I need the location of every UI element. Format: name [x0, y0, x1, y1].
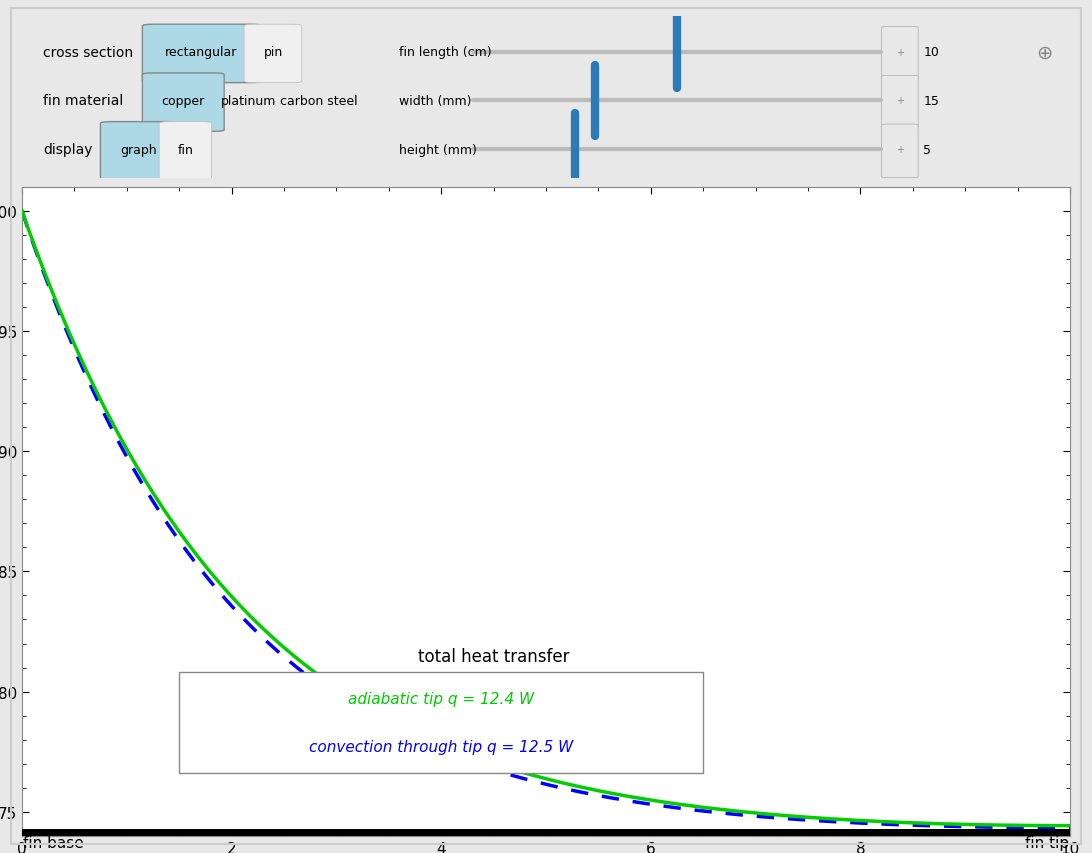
Text: fin length (cm): fin length (cm): [400, 46, 491, 59]
Text: adiabatic tip q = 12.4 W: adiabatic tip q = 12.4 W: [348, 692, 534, 706]
Text: 5: 5: [924, 143, 931, 156]
Text: copper: copper: [162, 95, 205, 107]
Text: graph: graph: [120, 143, 156, 156]
Text: +: +: [895, 96, 904, 107]
Text: platinum: platinum: [221, 95, 276, 107]
Text: +: +: [895, 48, 904, 58]
Text: +: +: [895, 145, 904, 155]
FancyBboxPatch shape: [142, 74, 224, 132]
Text: convection through tip q = 12.5 W: convection through tip q = 12.5 W: [309, 740, 573, 755]
FancyBboxPatch shape: [881, 76, 918, 130]
Text: width (mm): width (mm): [400, 95, 472, 107]
FancyBboxPatch shape: [245, 26, 301, 84]
Text: carbon steel: carbon steel: [280, 95, 357, 107]
Text: total heat transfer: total heat transfer: [418, 647, 569, 664]
FancyBboxPatch shape: [881, 125, 918, 178]
Text: ⊕: ⊕: [1036, 44, 1052, 62]
FancyBboxPatch shape: [179, 672, 703, 774]
Text: pin: pin: [264, 46, 283, 59]
Text: cross section: cross section: [43, 46, 133, 60]
Text: 10: 10: [924, 46, 939, 59]
Text: fin: fin: [177, 143, 193, 156]
Text: 15: 15: [924, 95, 939, 107]
Text: display: display: [43, 143, 93, 157]
Text: fin base: fin base: [23, 835, 84, 850]
Text: height (mm): height (mm): [400, 143, 477, 156]
Text: fin material: fin material: [43, 95, 123, 108]
FancyBboxPatch shape: [881, 27, 918, 81]
FancyBboxPatch shape: [142, 26, 261, 84]
Text: fin tip: fin tip: [1025, 835, 1069, 850]
FancyBboxPatch shape: [100, 123, 176, 181]
FancyBboxPatch shape: [159, 123, 212, 181]
Text: rectangular: rectangular: [165, 46, 237, 59]
